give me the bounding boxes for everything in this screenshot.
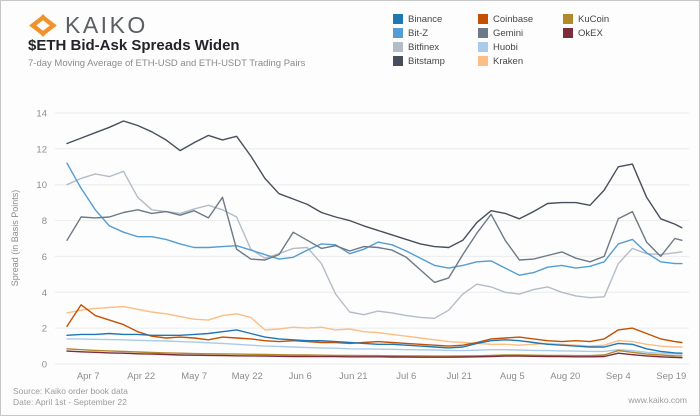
y-tick-label: 14 bbox=[36, 109, 47, 120]
footer-website: www.kaiko.com bbox=[628, 395, 687, 405]
legend-item-kraken: Kraken bbox=[478, 54, 563, 68]
legend-label: Bitstamp bbox=[408, 55, 445, 67]
x-tick-label: Aug 20 bbox=[550, 371, 580, 382]
y-tick-label: 6 bbox=[42, 252, 47, 263]
kaiko-logo-text: KAIKO bbox=[65, 12, 148, 38]
legend-swatch-binance bbox=[393, 14, 403, 24]
legend-item-huobi: Huobi bbox=[478, 40, 563, 54]
y-tick-label: 0 bbox=[42, 360, 47, 371]
page-title: $ETH Bid-Ask Spreads Widen bbox=[28, 37, 240, 54]
legend-item-bitfinex: Bitfinex bbox=[393, 40, 478, 54]
x-tick-label: Sep 19 bbox=[656, 371, 686, 382]
legend-item-bitstamp: Bitstamp bbox=[393, 54, 478, 68]
series-line-binance bbox=[66, 329, 683, 354]
y-tick-label: 2 bbox=[42, 324, 47, 335]
legend-swatch-kucoin bbox=[563, 14, 573, 24]
source-line: Source: Kaiko order book data bbox=[13, 386, 128, 396]
legend-label: Gemini bbox=[493, 27, 524, 39]
y-axis-title: Spread (in Basis Points) bbox=[10, 190, 20, 287]
x-tick-label: Jun 21 bbox=[339, 371, 368, 382]
kaiko-logo-icon bbox=[29, 14, 57, 37]
legend: Binance Bit-Z Bitfinex Bitstamp Coinbase Gemi… bbox=[393, 12, 648, 68]
series-line-bit-z bbox=[66, 162, 683, 276]
legend-label: Huobi bbox=[493, 41, 518, 53]
legend-swatch-okex bbox=[563, 28, 573, 38]
legend-label: OkEX bbox=[578, 27, 603, 39]
legend-swatch-bitfinex bbox=[393, 42, 403, 52]
x-tick-label: Apr 7 bbox=[77, 371, 100, 382]
legend-label: KuCoin bbox=[578, 13, 610, 25]
legend-swatch-gemini bbox=[478, 28, 488, 38]
footer-source: Source: Kaiko order book data Date: Apri… bbox=[13, 386, 128, 408]
x-tick-label: Jun 6 bbox=[289, 371, 312, 382]
x-tick-label: May 7 bbox=[181, 371, 207, 382]
series-line-kraken bbox=[66, 305, 683, 348]
legend-item-bit-z: Bit-Z bbox=[393, 26, 478, 40]
y-tick-label: 10 bbox=[36, 180, 47, 191]
date-line: Date: April 1st - September 22 bbox=[13, 397, 127, 407]
legend-label: Bitfinex bbox=[408, 41, 440, 53]
series-line-kucoin bbox=[66, 348, 683, 357]
x-tick-label: Jul 6 bbox=[396, 371, 416, 382]
y-tick-label: 4 bbox=[42, 288, 47, 299]
series-line-okex bbox=[66, 350, 683, 359]
kaiko-logo: KAIKO bbox=[27, 12, 148, 39]
series-line-coinbase bbox=[66, 304, 683, 347]
y-tick-label: 8 bbox=[42, 216, 47, 227]
legend-item-okex: OkEX bbox=[563, 26, 648, 40]
legend-label: Kraken bbox=[493, 55, 524, 67]
legend-item-coinbase: Coinbase bbox=[478, 12, 563, 26]
legend-swatch-huobi bbox=[478, 42, 488, 52]
legend-item-kucoin: KuCoin bbox=[563, 12, 648, 26]
legend-swatch-bit-z bbox=[393, 28, 403, 38]
page-subtitle: 7-day Moving Average of ETH-USD and ETH-… bbox=[28, 58, 306, 69]
legend-swatch-bitstamp bbox=[393, 56, 403, 66]
x-tick-label: Jul 21 bbox=[447, 371, 472, 382]
legend-item-binance: Binance bbox=[393, 12, 478, 26]
legend-swatch-kraken bbox=[478, 56, 488, 66]
series-line-bitfinex bbox=[66, 170, 683, 319]
legend-label: Binance bbox=[408, 13, 443, 25]
legend-label: Coinbase bbox=[493, 13, 534, 25]
legend-item-gemini: Gemini bbox=[478, 26, 563, 40]
x-tick-label: Sep 4 bbox=[606, 371, 631, 382]
series-line-bitstamp bbox=[66, 120, 683, 249]
legend-swatch-coinbase bbox=[478, 14, 488, 24]
legend-label: Bit-Z bbox=[408, 27, 429, 39]
y-tick-label: 12 bbox=[36, 144, 47, 155]
series-line-huobi bbox=[66, 338, 683, 355]
x-tick-label: Aug 5 bbox=[500, 371, 525, 382]
series-line-gemini bbox=[66, 196, 683, 284]
x-tick-label: May 22 bbox=[232, 371, 263, 382]
x-tick-label: Apr 22 bbox=[127, 371, 155, 382]
